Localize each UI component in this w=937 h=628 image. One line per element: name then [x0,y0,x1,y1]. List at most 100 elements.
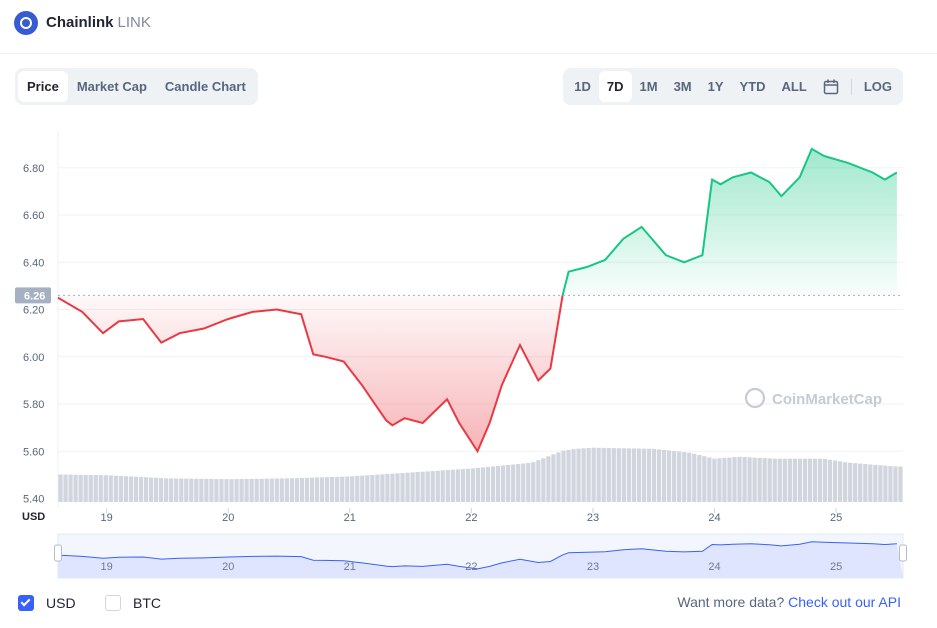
volume-bar [521,463,526,502]
range-all[interactable]: ALL [781,79,807,94]
volume-bar [858,463,863,502]
volume-bar [118,475,123,502]
volume-bar [194,478,199,502]
navigator-tick-label: 21 [344,561,356,573]
volume-bar [616,448,621,502]
volume-bar [566,449,571,502]
calendar-button[interactable] [815,71,847,102]
volume-bar [893,466,898,502]
volume-bar [878,465,883,502]
range-1d[interactable]: 1D [574,79,591,94]
volume-bar [279,478,284,502]
volume-bar [58,474,63,502]
volume-bar [209,478,214,502]
volume-bar [556,452,561,502]
range-1m[interactable]: 1M [639,79,658,94]
tab-price[interactable]: Price [18,71,68,102]
volume-bar [274,478,279,502]
volume-bar [440,470,445,502]
tab-candle-chart[interactable]: Candle Chart [164,79,246,94]
volume-bar [485,466,491,502]
volume-bar [712,458,717,502]
volume-bar [802,458,808,502]
x-tick-label: 20 [222,512,234,524]
volume-bar [717,458,722,502]
volume-bar [606,447,611,502]
range-7d[interactable]: 7D [598,71,632,102]
volume-bar [576,448,581,502]
chart-footer: USD BTC Want more data? Check out our AP… [0,590,937,620]
volume-bar [420,471,425,502]
range-1y[interactable]: 1Y [707,79,724,94]
volume-bar [898,466,903,502]
navigator-handle-right[interactable] [899,544,907,562]
price-chart[interactable]: 5.40 5.60 5.80 6.00 6.20 6.40 6.60 6.80 CoinMark… [0,118,937,588]
api-link[interactable]: Check out our API [788,594,901,610]
volume-bar [827,459,833,502]
volume-bar [184,478,189,502]
volume-bar [460,469,466,502]
volume-bar [702,456,707,502]
volume-bar [289,478,294,502]
volume-bar [179,478,184,502]
volume-bar [888,466,893,502]
volume-bar [490,466,496,502]
navigator-tick-label: 23 [587,561,599,573]
volume-bar [199,478,204,502]
volume-bar [807,458,813,502]
volume-bar [98,475,103,502]
volume-bar [224,479,229,502]
volume-bar [742,457,747,502]
volume-bar [822,458,828,502]
more-data-text: Want more data? Check out our API [677,594,901,610]
volume-bar [511,464,516,502]
y-tick-label: 6.40 [23,257,44,269]
usd-checkbox[interactable] [18,595,34,611]
y-tick-label: 6.00 [23,352,44,364]
x-tick-label: 21 [344,512,356,524]
log-toggle[interactable]: LOG [863,79,892,94]
x-tick-label: 23 [587,512,599,524]
volume-bar [621,448,626,502]
volume-bar [777,458,782,502]
volume-bar [269,478,274,502]
volume-bar [475,467,481,502]
volume-bar [651,448,657,502]
volume-bar [284,478,289,502]
volume-bar [83,474,88,502]
volume-bar [294,478,300,502]
volume-bar [455,469,460,502]
volume-bar [335,476,340,502]
tab-market-cap[interactable]: Market Cap [76,79,147,94]
volume-bar [591,447,596,502]
volume-bar [219,479,224,502]
x-tick-label: 22 [465,512,477,524]
volume-bar [380,474,385,502]
volume-bar [450,469,455,502]
volume-bar [661,449,667,502]
navigator-area [58,541,903,578]
volume-bar [536,460,541,502]
volume-bar [405,472,410,502]
volume-bar [304,477,310,502]
volume-bars [58,447,903,502]
y-tick-label: 5.60 [23,446,44,458]
navigator-tick-label: 19 [101,561,113,573]
volume-bar [370,474,375,502]
navigator-tick-label: 22 [465,561,477,573]
btc-checkbox[interactable] [105,595,121,611]
volume-bar [360,475,365,502]
volume-bar [133,476,139,502]
volume-bar [395,473,400,502]
coinmarketcap-logo-icon [744,387,766,409]
navigator-handle-left[interactable] [54,544,62,562]
volume-bar [400,473,405,502]
volume-bar [646,448,652,502]
range-3m[interactable]: 3M [673,79,692,94]
volume-bar [656,449,662,502]
price-area-below [58,295,897,452]
volume-bar [832,460,838,502]
volume-bar [345,476,350,502]
volume-bar [435,470,440,502]
range-ytd[interactable]: YTD [739,79,766,94]
